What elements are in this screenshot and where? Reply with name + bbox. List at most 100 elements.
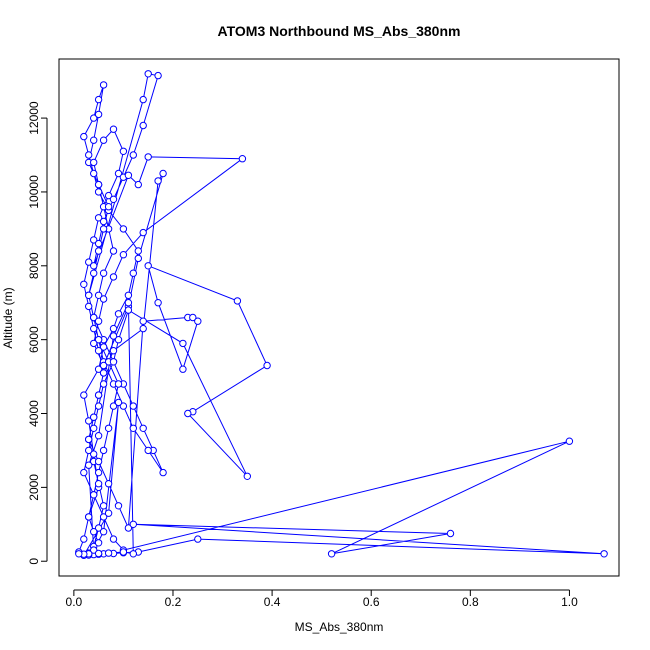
- y-tick-label: 0: [27, 558, 41, 565]
- data-point: [139, 228, 147, 237]
- x-tick-label: 0.4: [264, 595, 281, 609]
- data-point: [99, 361, 108, 370]
- data-point: [94, 247, 103, 255]
- data-point: [94, 524, 103, 532]
- data-point: [80, 132, 88, 141]
- data-point: [85, 302, 93, 311]
- data-point: [446, 529, 455, 538]
- plot-area-border: [58, 58, 620, 577]
- y-tick-label: 10000: [27, 175, 41, 209]
- data-point: [119, 548, 128, 556]
- data-point: [109, 324, 118, 333]
- data-point: [104, 203, 113, 211]
- data-point: [129, 151, 138, 159]
- data-point: [154, 299, 162, 307]
- data-point: [263, 361, 271, 370]
- data-point: [600, 550, 608, 558]
- data-point: [134, 247, 143, 255]
- data-point: [94, 336, 103, 344]
- data-point: [99, 81, 108, 89]
- x-axis-label: MS_Abs_380nm: [295, 620, 384, 634]
- data-point: [90, 491, 98, 499]
- data-point: [159, 468, 167, 477]
- data-point: [90, 269, 98, 277]
- data-point: [109, 195, 118, 204]
- data-point: [94, 391, 103, 399]
- data-point: [179, 365, 187, 373]
- data-point: [80, 391, 88, 399]
- data-point: [80, 280, 88, 288]
- data-point: [194, 535, 202, 543]
- y-tick-label: 12000: [27, 101, 41, 135]
- data-point: [90, 136, 98, 144]
- data-point: [85, 461, 93, 469]
- data-point: [124, 524, 133, 532]
- data-point: [90, 450, 98, 458]
- data-point: [85, 417, 93, 425]
- data-point: [94, 539, 103, 547]
- y-axis-label: Altitude (m): [1, 287, 15, 348]
- data-point: [109, 535, 118, 543]
- data-point: [104, 191, 113, 200]
- data-point: [119, 147, 128, 156]
- data-point: [99, 217, 108, 226]
- data-point: [129, 402, 138, 410]
- y-axis: 0 2000 4000 6000 8000 10000 12000: [27, 101, 48, 565]
- data-point: [94, 432, 103, 440]
- data-point: [94, 214, 103, 222]
- data-point: [94, 188, 103, 196]
- data-point: [90, 236, 98, 244]
- x-tick-label: 0.6: [363, 595, 380, 609]
- data-point: [124, 306, 133, 314]
- data-point: [99, 528, 108, 536]
- chart-title: ATOM3 Northbound MS_Abs_380nm: [218, 23, 461, 39]
- y-tick-label: 6000: [27, 326, 41, 353]
- data-point: [114, 398, 123, 407]
- data-point: [99, 269, 108, 277]
- data-point: [80, 535, 88, 543]
- data-point: [90, 169, 98, 178]
- data-point: [85, 291, 93, 299]
- data-point: [90, 528, 98, 536]
- data-point: [114, 169, 123, 178]
- data-point: [129, 520, 138, 528]
- data-point: [85, 151, 93, 159]
- data-point: [109, 347, 118, 355]
- data-point: [85, 435, 93, 444]
- data-point: [99, 513, 108, 521]
- data-point: [99, 380, 108, 388]
- data-point: [90, 313, 98, 322]
- data-point: [144, 446, 152, 455]
- data-point: [99, 502, 108, 510]
- data-point: [243, 472, 252, 480]
- data-point: [94, 480, 103, 488]
- data-point: [189, 313, 197, 322]
- data-point: [104, 549, 113, 557]
- series-layer: [75, 70, 608, 559]
- data-point: [94, 95, 103, 104]
- data-point: [90, 324, 98, 333]
- data-point: [109, 125, 118, 133]
- series-line: [78, 73, 605, 556]
- data-point: [129, 269, 138, 277]
- data-point: [99, 446, 108, 455]
- data-point: [139, 121, 147, 130]
- x-tick-label: 0.8: [462, 595, 479, 609]
- data-point: [139, 424, 147, 432]
- data-point: [104, 509, 113, 517]
- x-tick-label: 1.0: [561, 595, 578, 609]
- data-point: [134, 180, 143, 189]
- data-point: [114, 310, 123, 318]
- data-point: [119, 402, 128, 410]
- data-point: [327, 550, 336, 558]
- data-point: [109, 273, 118, 281]
- data-point: [90, 339, 98, 348]
- data-point: [124, 299, 133, 307]
- data-point: [179, 339, 187, 348]
- data-point: [109, 247, 118, 255]
- data-point: [139, 324, 147, 333]
- data-point: [90, 546, 98, 554]
- data-point: [144, 262, 152, 270]
- data-point: [159, 169, 167, 178]
